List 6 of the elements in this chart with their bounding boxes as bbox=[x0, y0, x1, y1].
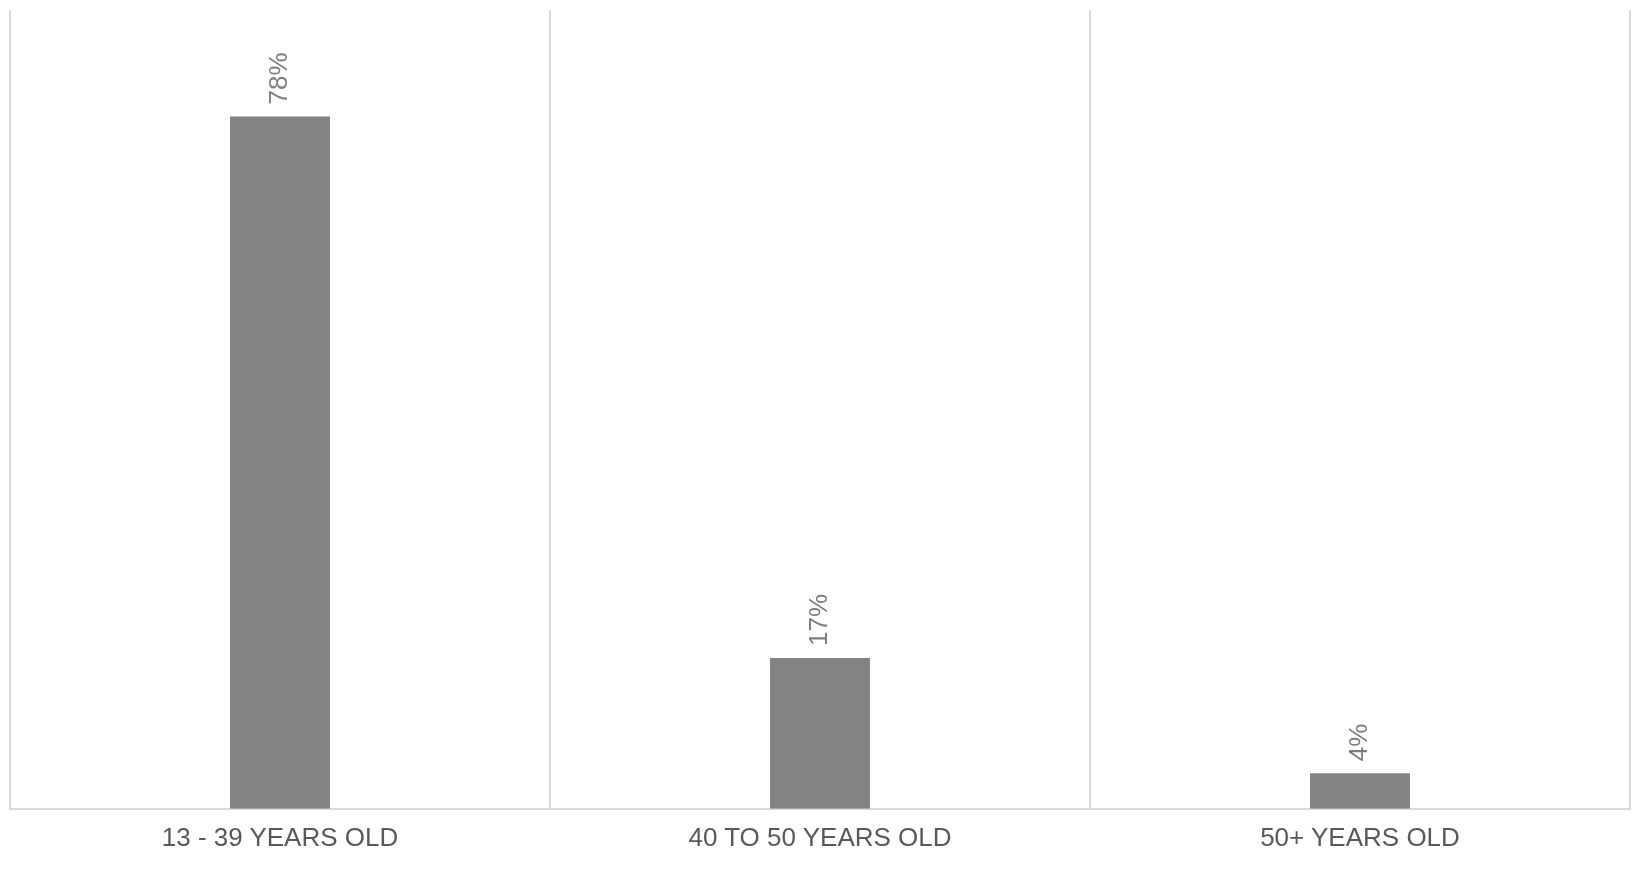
x-tick-label: 13 - 39 YEARS OLD bbox=[161, 821, 399, 852]
data-label: 4% bbox=[1343, 723, 1374, 762]
data-label: 78% bbox=[263, 52, 294, 105]
data-label: 17% bbox=[803, 593, 834, 646]
x-tick-label: 50+ YEARS OLD bbox=[1260, 821, 1460, 852]
x-tick-label: 40 TO 50 YEARS OLD bbox=[688, 821, 952, 852]
